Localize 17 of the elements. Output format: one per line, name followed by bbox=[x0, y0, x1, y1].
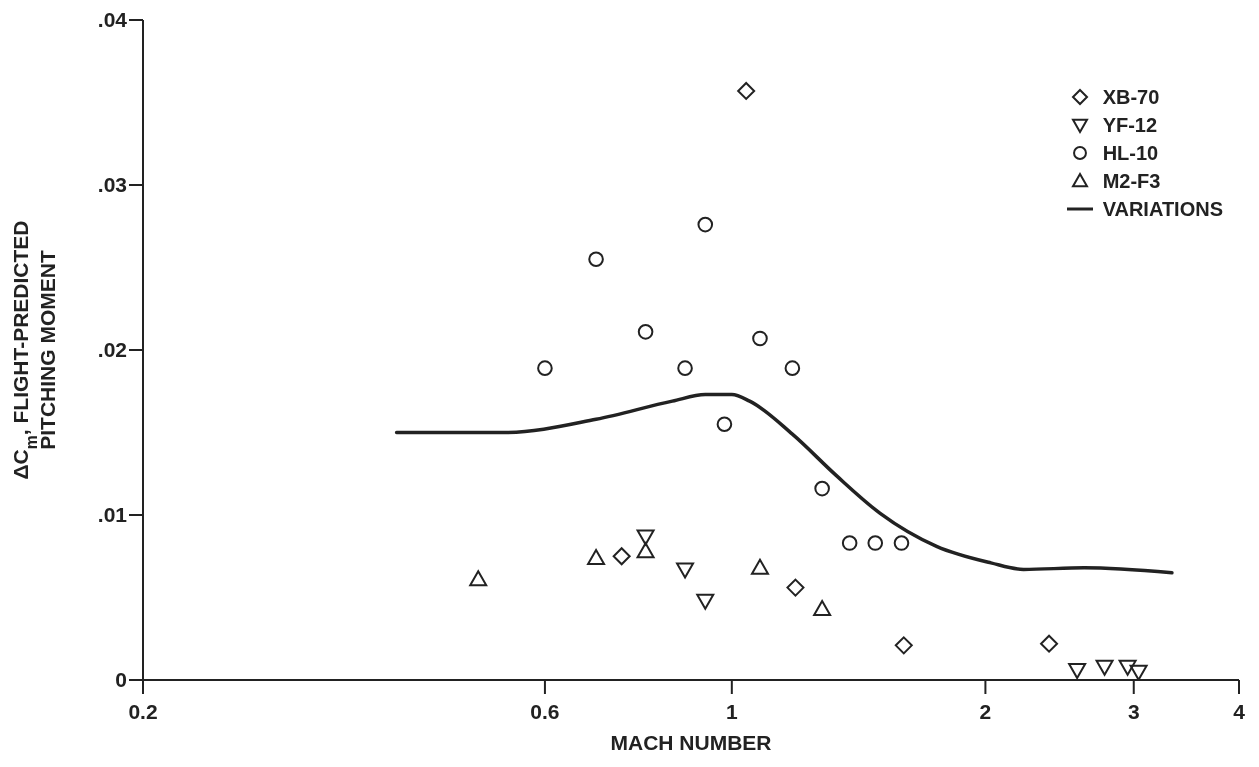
y-tick-label: .04 bbox=[97, 8, 128, 32]
legend-label: M2-F3 bbox=[1102, 169, 1161, 193]
x-tick-label: 1 bbox=[725, 699, 738, 723]
y-tick-label: 0 bbox=[115, 668, 127, 692]
x-tick-label: 2 bbox=[979, 699, 992, 723]
x-tick-label: 3 bbox=[1127, 699, 1140, 723]
y-tick-label: .02 bbox=[97, 338, 127, 362]
x-axis-title: MACH NUMBER bbox=[610, 731, 772, 754]
legend-label: VARIATIONS bbox=[1102, 197, 1223, 221]
legend-label: XB-70 bbox=[1102, 85, 1160, 109]
legend-label: HL-10 bbox=[1102, 141, 1159, 165]
y-tick-label: .03 bbox=[97, 173, 127, 197]
legend-label: YF-12 bbox=[1102, 113, 1158, 137]
x-tick-label: 0.6 bbox=[530, 699, 560, 723]
x-tick-label: 4 bbox=[1233, 699, 1246, 723]
y-tick-label: .01 bbox=[97, 503, 128, 527]
x-tick-label: 0.2 bbox=[128, 699, 158, 723]
